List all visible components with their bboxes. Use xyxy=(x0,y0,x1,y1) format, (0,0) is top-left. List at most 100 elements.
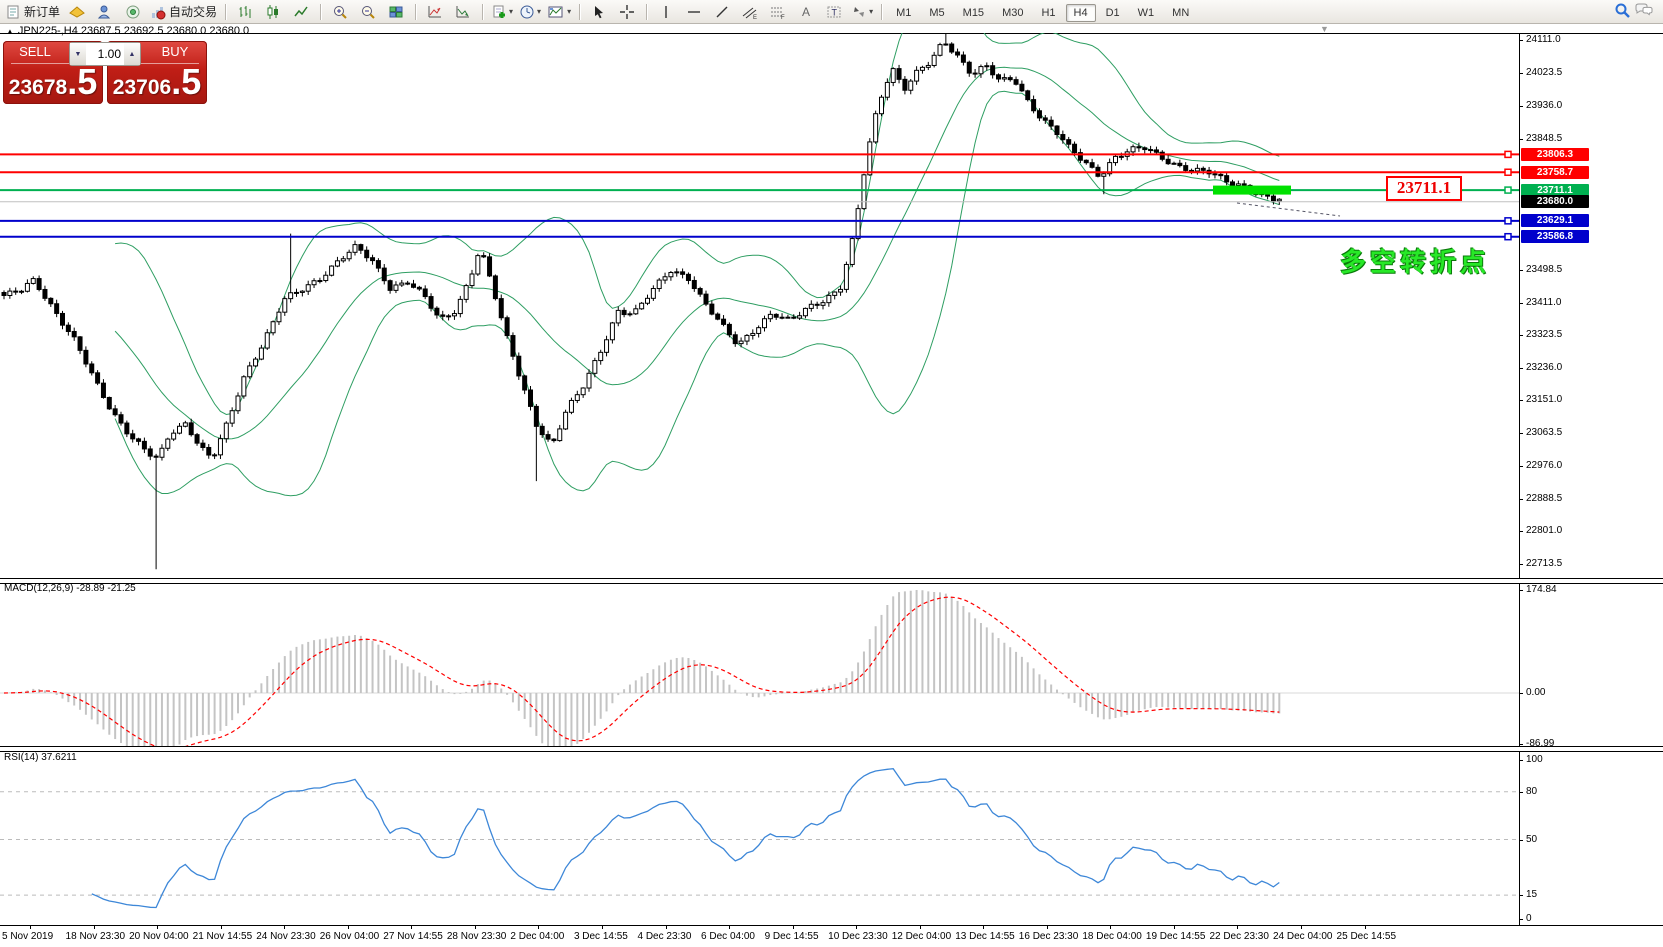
candle-body xyxy=(598,351,604,362)
candle-body xyxy=(814,303,820,306)
trendline-tool-button[interactable] xyxy=(709,2,735,22)
candle-body xyxy=(750,332,756,336)
new-order-button[interactable]: 新订单 xyxy=(3,2,62,22)
time-tick xyxy=(729,925,731,929)
timeframe-MN[interactable]: MN xyxy=(1172,6,1190,19)
toolbar-separator xyxy=(579,3,581,20)
line-handle xyxy=(1504,168,1512,176)
navigator-button[interactable] xyxy=(92,2,118,22)
candle-body xyxy=(223,422,229,440)
candlestick-chart-button[interactable] xyxy=(260,2,286,22)
panel-separator[interactable] xyxy=(0,578,1663,584)
macd-label: MACD(12,26,9) -28.89 -21.25 xyxy=(4,583,136,594)
search-button[interactable] xyxy=(1611,2,1633,22)
candle-body xyxy=(393,284,399,291)
arrows-tool-button[interactable]: ▾ xyxy=(849,2,875,22)
candle-body xyxy=(721,318,727,325)
rsi-label: RSI(14) 37.6211 xyxy=(4,752,77,763)
candle-body xyxy=(399,282,405,286)
terminal-button[interactable] xyxy=(120,2,146,22)
time-tick xyxy=(665,925,667,929)
rsi-indicator-chart[interactable] xyxy=(0,750,1519,925)
volume-decrease-button[interactable]: ▼ xyxy=(70,43,86,65)
candle-body xyxy=(1165,158,1171,165)
bar-chart-button[interactable] xyxy=(232,2,258,22)
market-watch-icon xyxy=(69,5,85,18)
main-price-chart[interactable] xyxy=(0,33,1519,578)
timeframe-W1[interactable]: W1 xyxy=(1137,6,1155,19)
candle-body xyxy=(545,434,551,440)
divider xyxy=(11,63,95,64)
line-chart-button[interactable] xyxy=(288,2,314,22)
candle-body xyxy=(100,382,106,398)
volume-input[interactable]: 1.00 xyxy=(97,47,121,61)
timeframe-D1[interactable]: D1 xyxy=(1105,6,1120,19)
templates-button[interactable]: ▾ xyxy=(545,2,573,22)
time-axis[interactable]: 5 Nov 2019 18 Nov 23:30 20 Nov 04:00 21 Nov… xyxy=(0,925,1663,947)
candle-body xyxy=(323,274,329,282)
candle-body xyxy=(919,66,925,71)
new-chart-button[interactable]: ▾ xyxy=(489,2,515,22)
time-tick xyxy=(538,925,540,929)
candle-body xyxy=(504,317,510,337)
timeframe-M5[interactable]: M5 xyxy=(929,6,945,19)
time-tick xyxy=(284,925,286,929)
text-icon: A xyxy=(802,5,810,19)
timeframe-H1[interactable]: H1 xyxy=(1041,6,1056,19)
label-tool-button[interactable]: T xyxy=(821,2,847,22)
chart-shift-marker-icon[interactable]: ▼ xyxy=(1320,24,1329,34)
chat-button[interactable] xyxy=(1633,2,1655,21)
candle-body xyxy=(118,414,124,424)
channel-tool-button[interactable]: E xyxy=(737,2,763,22)
indicator-list-button[interactable] xyxy=(450,2,476,22)
time-label: 2 Dec 04:00 xyxy=(510,931,565,942)
dropdown-caret: ▾ xyxy=(509,7,514,16)
chart-window[interactable] xyxy=(0,33,1663,925)
autotrading-button[interactable]: 自动交易 xyxy=(148,2,219,22)
volume-increase-button[interactable]: ▲ xyxy=(124,43,140,65)
vline-tool-button[interactable] xyxy=(653,2,679,22)
candle-body xyxy=(463,285,469,300)
candle-body xyxy=(1235,183,1241,186)
text-tool-button[interactable]: A xyxy=(793,2,819,22)
timeframe-group: M1 M5 M15 M30 H1 H4 D1 W1 MN xyxy=(887,3,1198,22)
fibonacci-tool-button[interactable]: F xyxy=(765,2,791,22)
profiles-button[interactable]: ▾ xyxy=(517,2,543,22)
candle-body xyxy=(1077,152,1083,161)
panel-separator[interactable] xyxy=(0,746,1663,752)
cursor-tool-button[interactable] xyxy=(586,2,612,22)
timeframe-M30[interactable]: M30 xyxy=(1002,6,1024,19)
tile-windows-button[interactable] xyxy=(383,2,409,22)
hline-tool-button[interactable] xyxy=(681,2,707,22)
candle-body xyxy=(1171,162,1177,165)
axis-tick xyxy=(1519,302,1523,304)
indicators-button[interactable] xyxy=(422,2,448,22)
market-watch-button[interactable] xyxy=(64,2,90,22)
axis-tick xyxy=(1519,465,1523,467)
candle-body xyxy=(1025,90,1031,101)
timeframe-M1[interactable]: M1 xyxy=(896,6,912,19)
price-callout-box[interactable]: 23711.1 xyxy=(1386,176,1462,201)
crosshair-tool-button[interactable] xyxy=(614,2,640,22)
candle-body xyxy=(960,54,966,63)
candle-body xyxy=(879,96,884,115)
time-label: 13 Dec 14:55 xyxy=(955,931,1015,942)
timeframe-M15[interactable]: M15 xyxy=(962,6,985,19)
macd-indicator-chart[interactable] xyxy=(0,582,1519,746)
collapse-triangle-icon[interactable]: ▲ xyxy=(6,27,14,36)
annotation-text[interactable]: 多空转折点 xyxy=(1340,247,1491,277)
sell-button[interactable]: SELL 23678.5 xyxy=(3,41,103,104)
svg-text:F: F xyxy=(781,15,785,20)
zoom-in-button[interactable] xyxy=(327,2,353,22)
candle-body xyxy=(528,389,533,407)
timeframe-H4[interactable]: H4 xyxy=(1065,3,1096,22)
candle-body xyxy=(680,271,686,275)
zoom-out-button[interactable] xyxy=(355,2,381,22)
time-tick xyxy=(919,925,921,929)
candle-body xyxy=(352,244,358,253)
volume-stepper[interactable]: ▼ 1.00 ▲ xyxy=(69,42,141,66)
candle-body xyxy=(60,312,65,326)
candle-body xyxy=(364,249,370,259)
price-tick-23063.5: 23063.5 xyxy=(1526,426,1563,438)
candle-body xyxy=(428,296,434,309)
